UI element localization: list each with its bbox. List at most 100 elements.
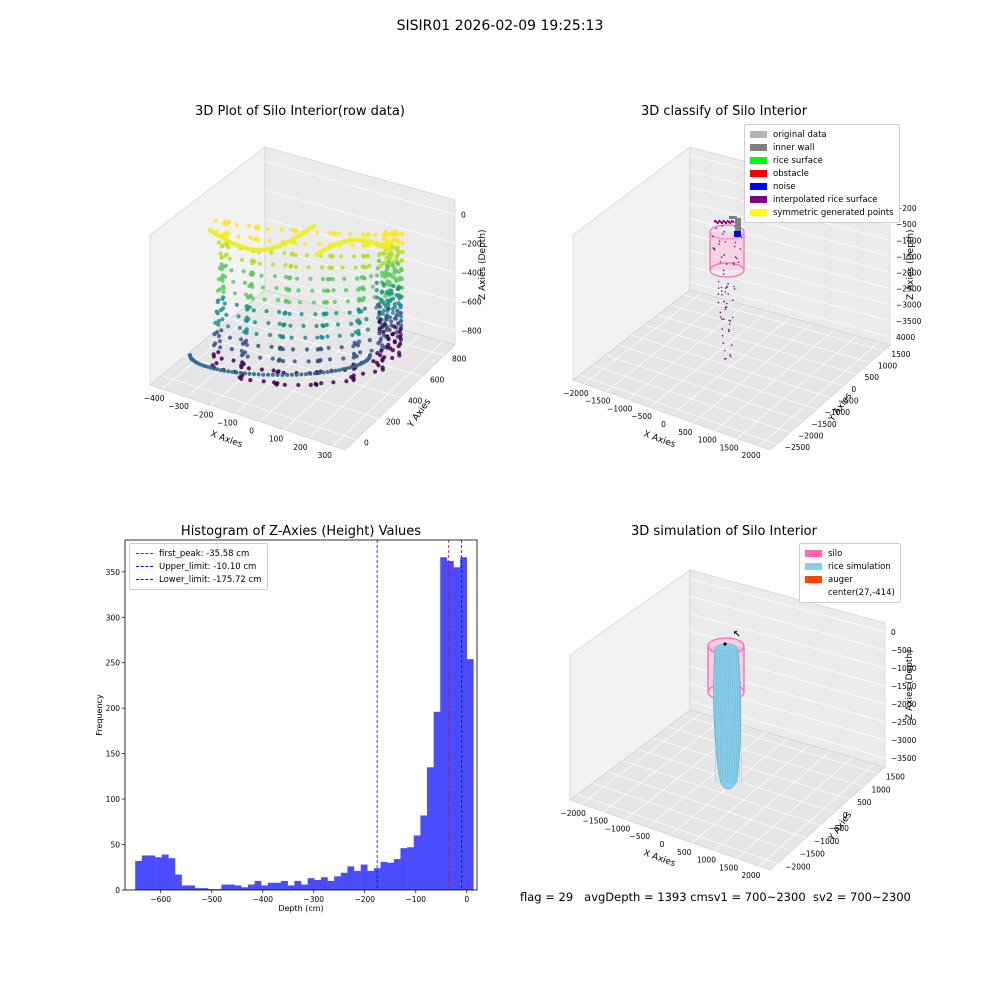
cls-ytick-label: −2000	[798, 432, 824, 441]
histogram-xlabel: Depth (cm)	[278, 904, 323, 913]
raw-ytick-label: 600	[430, 376, 445, 385]
histogram-axes-frame	[124, 539, 478, 891]
raw-point	[395, 253, 400, 258]
raw-point	[395, 308, 400, 313]
raw-point	[308, 276, 313, 281]
classify-noise-mark	[734, 231, 741, 237]
raw-point	[329, 369, 334, 374]
raw-point	[287, 311, 292, 316]
raw-point	[390, 263, 395, 268]
raw-point	[374, 280, 379, 285]
raw-point	[230, 370, 235, 374]
raw-ytick-label: 800	[452, 355, 467, 364]
auger-marker-icon: ↖	[733, 630, 741, 640]
histogram-bar	[135, 860, 143, 890]
classify-xlabel: X Axies	[642, 429, 677, 450]
legend-label: auger	[828, 574, 853, 585]
raw-point	[265, 226, 270, 231]
classify-point	[728, 328, 730, 331]
raw-point	[326, 345, 331, 350]
raw-point	[361, 253, 366, 258]
histogram-bar	[314, 880, 322, 890]
histogram-legend-item: Lower_limit: -175.72 cm	[136, 573, 261, 586]
raw-ytick-label: 200	[386, 418, 401, 427]
legend-swatch	[805, 589, 822, 596]
raw-point	[274, 286, 279, 291]
raw-point	[373, 232, 378, 238]
sv2-text: sv2 = 700~2300	[812, 890, 911, 904]
classify-point	[732, 299, 734, 301]
legend-swatch	[750, 170, 767, 177]
raw-point	[321, 277, 326, 282]
raw-point	[347, 310, 352, 315]
raw-point	[238, 337, 244, 342]
raw-point	[226, 245, 231, 250]
raw-point	[250, 284, 255, 289]
raw-point	[280, 373, 285, 377]
raw-point	[282, 382, 287, 387]
histogram-bar	[261, 885, 269, 890]
raw-point	[390, 355, 395, 361]
raw-point	[398, 310, 403, 316]
raw-point	[289, 372, 294, 377]
raw-point	[360, 285, 366, 290]
classify-point	[717, 301, 720, 304]
histogram-bar	[320, 877, 328, 890]
raw-point	[384, 255, 389, 260]
histogram-xtick-label: −200	[354, 895, 375, 904]
raw-xtick-label: 100	[269, 435, 284, 444]
raw-point	[371, 359, 376, 364]
raw-point	[395, 249, 401, 254]
histogram-bar	[460, 557, 467, 890]
raw-point	[357, 339, 362, 344]
raw-point	[319, 381, 324, 386]
cls-ztick-label: −1500	[896, 252, 922, 261]
classify-point	[719, 311, 722, 314]
raw-point	[353, 265, 358, 270]
sim-xtick-label: −500	[629, 832, 650, 841]
raw-point	[345, 299, 350, 304]
raw-point	[266, 321, 271, 326]
raw-point	[349, 321, 354, 326]
raw-point	[256, 372, 261, 377]
cls-ytick-label: −2500	[785, 443, 811, 452]
raw-point	[216, 333, 222, 339]
raw-point	[358, 350, 363, 355]
raw-point	[387, 315, 392, 320]
cls-xtick-label: 2000	[742, 451, 761, 460]
histogram-bar	[174, 874, 182, 890]
raw-point	[308, 382, 313, 388]
sim-xtick-label: −1500	[583, 817, 609, 826]
classify-point	[721, 294, 723, 296]
classify-point	[717, 280, 720, 283]
raw-point	[225, 233, 230, 238]
raw-point	[368, 274, 374, 279]
raw-ztick-label: −400	[461, 269, 482, 278]
raw-point	[385, 239, 390, 244]
classify-3d-plot: −2000−1500−1000−5000500100015002000−2500…	[563, 146, 922, 460]
raw-point	[395, 237, 400, 243]
raw-point	[381, 329, 386, 334]
raw-point	[379, 348, 384, 353]
classify-point	[733, 245, 736, 248]
sim-ytick-label: −2000	[785, 863, 811, 872]
raw-point	[245, 307, 250, 312]
raw-point	[216, 277, 221, 282]
legend-label: interpolated rice surface	[773, 194, 878, 205]
legend-line-swatch	[136, 553, 153, 554]
simulation-legend: silo rice simulation auger center(27,-414)	[799, 543, 901, 603]
legend-label: Upper_limit: -10.10 cm	[159, 561, 257, 572]
raw-point	[387, 280, 392, 285]
raw-xtick-label: 200	[293, 443, 308, 452]
raw-grid	[161, 160, 456, 447]
cls-ztick-label: −500	[896, 220, 917, 229]
legend-line-swatch	[136, 579, 153, 580]
raw-point	[304, 253, 309, 258]
raw-point	[362, 306, 367, 311]
classify-inner-wall-mark	[729, 216, 737, 219]
raw-point	[276, 358, 281, 363]
classify-point	[725, 306, 728, 308]
classify-point	[728, 323, 731, 325]
raw-point	[386, 272, 391, 277]
histogram-xtick-label: −400	[252, 895, 273, 904]
